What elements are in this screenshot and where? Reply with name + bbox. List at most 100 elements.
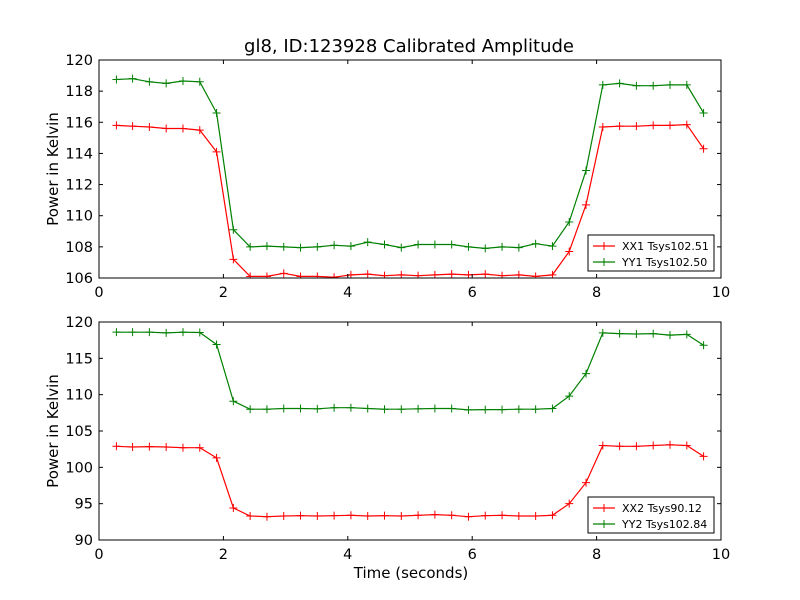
y-tick-label: 110 <box>65 209 93 225</box>
y-axis-label: Power in Kelvin <box>44 374 62 488</box>
data-point <box>246 272 255 278</box>
data-point <box>145 442 154 451</box>
data-point <box>162 79 171 88</box>
data-point <box>178 328 187 337</box>
legend-entry-label: XX1 Tsys102.51 <box>622 240 709 253</box>
data-point <box>212 340 221 349</box>
data-point <box>279 404 288 413</box>
data-point <box>481 270 490 278</box>
data-point <box>598 328 607 337</box>
plot-area <box>112 328 708 521</box>
data-point <box>548 511 557 520</box>
x-tick-label: 10 <box>712 547 730 563</box>
data-point <box>598 122 607 131</box>
data-point <box>296 404 305 413</box>
data-point <box>682 80 691 89</box>
y-tick-label: 112 <box>65 178 93 194</box>
x-tick-label: 6 <box>468 547 477 563</box>
data-point <box>565 247 574 256</box>
data-point <box>615 122 624 131</box>
data-point <box>582 478 591 487</box>
data-point <box>279 242 288 251</box>
y-tick-label: 115 <box>65 351 93 367</box>
data-point <box>699 452 708 461</box>
x-tick-label: 8 <box>592 285 601 301</box>
data-point <box>531 239 540 248</box>
series-line-1 <box>116 78 705 250</box>
data-point <box>178 124 187 133</box>
data-point <box>195 328 204 337</box>
legend-marker <box>600 504 608 512</box>
data-point <box>229 255 238 264</box>
data-point <box>682 441 691 450</box>
data-point <box>632 329 641 338</box>
legend: XX1 Tsys102.51 YY1 Tsys102.50 <box>587 234 715 272</box>
data-point <box>582 369 591 378</box>
data-point <box>414 511 423 520</box>
data-point <box>397 243 406 252</box>
data-point <box>565 217 574 226</box>
axes-frame <box>98 59 722 279</box>
data-point <box>498 405 507 414</box>
data-point <box>447 511 456 520</box>
data-point <box>128 328 137 337</box>
data-point <box>296 243 305 252</box>
data-point <box>330 403 339 412</box>
data-point <box>665 80 674 89</box>
x-tick-label: 0 <box>94 285 103 301</box>
data-point <box>279 269 288 278</box>
data-point <box>649 121 658 130</box>
data-point <box>195 77 204 86</box>
data-point <box>330 273 339 278</box>
data-point <box>632 122 641 131</box>
data-point <box>548 404 557 413</box>
data-point <box>665 440 674 449</box>
y-tick-label: 116 <box>65 115 93 131</box>
data-point <box>330 511 339 520</box>
data-point <box>195 126 204 135</box>
x-tick-label: 4 <box>343 285 352 301</box>
data-point <box>464 512 473 521</box>
data-point <box>649 441 658 450</box>
data-point <box>246 242 255 251</box>
x-tick-label: 0 <box>94 547 103 563</box>
data-point <box>112 442 121 451</box>
data-point <box>632 442 641 451</box>
data-point <box>145 122 154 131</box>
data-point <box>313 272 322 278</box>
data-point <box>632 81 641 90</box>
y-tick-label: 100 <box>65 460 93 476</box>
data-point <box>380 271 389 278</box>
data-point <box>363 238 372 247</box>
data-point <box>649 329 658 338</box>
data-point <box>430 510 439 519</box>
data-point <box>481 244 490 253</box>
data-point <box>262 405 271 414</box>
data-point <box>582 166 591 175</box>
data-point <box>682 330 691 339</box>
data-point <box>212 108 221 117</box>
data-point <box>246 405 255 414</box>
data-point <box>162 442 171 451</box>
bottom-panel: 0 2 4 6 8 10 90 95 100 105 110 115 120 Power in Kelvi… <box>44 315 730 563</box>
data-point <box>598 80 607 89</box>
data-point <box>262 512 271 521</box>
data-point <box>397 405 406 414</box>
data-point <box>212 147 221 156</box>
data-point <box>145 77 154 86</box>
data-point <box>346 242 355 251</box>
data-point <box>246 512 255 521</box>
y-tick-label: 114 <box>65 146 93 162</box>
data-point <box>665 331 674 340</box>
legend: XX2 Tsys90.12 YY2 Tsys102.84 <box>587 496 715 534</box>
legend-box <box>587 234 715 272</box>
x-tick-label: 2 <box>219 285 228 301</box>
data-point <box>514 405 523 414</box>
y-tick-label: 90 <box>75 533 93 549</box>
series-line-1 <box>116 331 704 411</box>
data-point <box>682 120 691 129</box>
y-tick-label: 105 <box>65 424 93 440</box>
y-tick-label: 95 <box>75 497 93 513</box>
legend-marker <box>600 242 608 250</box>
data-point <box>699 144 708 153</box>
